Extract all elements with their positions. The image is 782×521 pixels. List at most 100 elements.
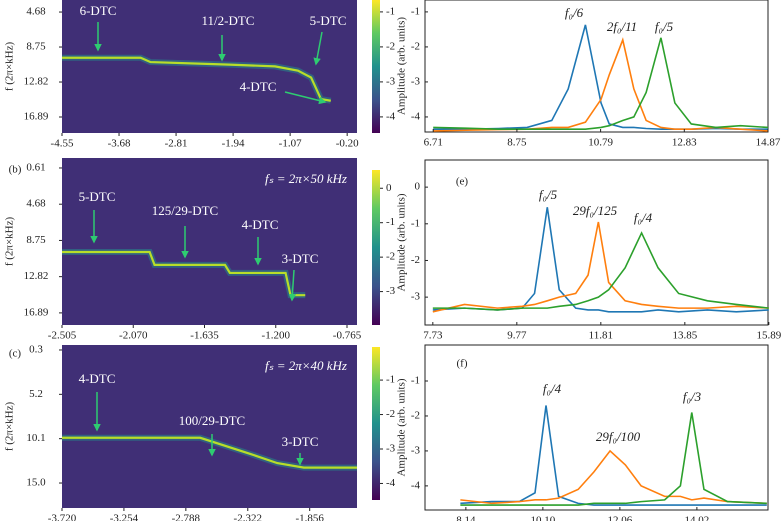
series-line xyxy=(460,412,767,506)
series-line xyxy=(460,405,767,506)
noise-band xyxy=(62,158,357,325)
annotation: 3-DTC xyxy=(282,251,319,266)
x-tick-label: -0.20 xyxy=(336,138,359,150)
x-tick-label: 14.02 xyxy=(685,515,710,521)
annotation: 4-DTC xyxy=(79,371,116,386)
annotation: 11/2-DTC xyxy=(202,13,255,28)
y-tick-label: -2 xyxy=(411,409,420,421)
x-tick-label: -3.720 xyxy=(48,513,77,521)
x-tick-label: -0.765 xyxy=(333,330,362,342)
noise-band xyxy=(62,345,357,508)
y-tick-label: -4 xyxy=(411,479,421,491)
y-tick-label: 4.68 xyxy=(26,198,46,210)
x-tick-label: -1.200 xyxy=(262,330,291,342)
annotation: f₀/4 xyxy=(543,381,562,396)
annotation: 2f₀/11 xyxy=(607,19,637,34)
x-tick-label: 8.75 xyxy=(507,137,527,149)
y-axis-label: f (2π×kHz) xyxy=(4,217,16,267)
colorbar-tick-label: -1 xyxy=(386,374,395,386)
x-tick-label: -2.070 xyxy=(119,330,148,342)
colorbar-tick-label: -2 xyxy=(386,251,395,263)
x-tick-label: -1.856 xyxy=(295,513,324,521)
annotation: f₀/5 xyxy=(539,187,558,202)
series-line xyxy=(460,449,767,505)
plot-frame xyxy=(424,344,769,511)
series-line xyxy=(432,231,769,311)
plot-frame xyxy=(424,0,769,133)
annotation-arrow xyxy=(288,269,297,302)
x-tick-label: 15.89 xyxy=(756,330,781,342)
y-tick-label: -2 xyxy=(411,254,420,266)
y-tick-label: 5.2 xyxy=(29,388,43,400)
y-tick-label: 12.82 xyxy=(24,270,49,282)
colorbar-tick-label: -4 xyxy=(386,110,396,122)
x-tick-label: -1.07 xyxy=(279,138,302,150)
annotation: 29f₀/100 xyxy=(596,429,641,444)
y-tick-label: 16.89 xyxy=(24,111,49,123)
x-tick-label: 11.81 xyxy=(589,330,613,342)
y-tick-label: -3 xyxy=(411,291,421,303)
annotation: 4-DTC xyxy=(240,79,277,94)
y-axis-label: Amplitude (arb. units) xyxy=(396,17,408,115)
x-tick-label: -4.55 xyxy=(51,138,74,150)
annotation: 6-DTC xyxy=(80,3,117,18)
x-tick-label: -2.505 xyxy=(48,330,77,342)
colorbar-tick-label: 0 xyxy=(386,182,392,194)
subtitle: fₛ = 2π×40 kHz xyxy=(265,358,347,373)
y-tick-label: 4.68 xyxy=(26,6,46,18)
y-tick-label: -4 xyxy=(411,110,421,122)
ridge xyxy=(62,56,331,102)
colorbar-tick-label: -2 xyxy=(386,408,395,420)
y-tick-label: -3 xyxy=(411,75,421,87)
y-tick-label: 0.61 xyxy=(26,162,45,174)
colorbar-tick-label: -3 xyxy=(386,75,396,87)
colorbar-tick-label: -2 xyxy=(386,40,395,52)
x-tick-label: 7.73 xyxy=(423,330,443,342)
panel-label: (e) xyxy=(456,176,469,188)
x-tick-label: 10.10 xyxy=(530,515,555,521)
series-line xyxy=(432,221,769,313)
ridge xyxy=(62,250,306,297)
x-tick-label: -2.788 xyxy=(172,513,201,521)
annotation: f₀/3 xyxy=(683,389,702,404)
x-tick-label: 10.79 xyxy=(588,137,613,149)
y-tick-label: -3 xyxy=(411,444,421,456)
y-tick-label: 8.75 xyxy=(26,41,46,53)
y-axis-label: Amplitude (arb. units) xyxy=(396,378,408,476)
x-tick-label: 6.71 xyxy=(424,137,443,149)
x-tick-label: 12.06 xyxy=(608,515,633,521)
plot-frame xyxy=(424,159,769,326)
y-axis-label: f (2π×kHz) xyxy=(4,402,16,452)
colorbar-tick-label: -1 xyxy=(386,216,395,228)
annotation: 5-DTC xyxy=(79,189,116,204)
y-tick-label: 0 xyxy=(415,181,421,193)
x-tick-label: 14.87 xyxy=(756,137,781,149)
panel-label: (f) xyxy=(457,358,468,370)
colorbar xyxy=(372,170,380,325)
series-line xyxy=(433,37,769,130)
y-tick-label: 12.82 xyxy=(24,76,49,88)
y-tick-label: 15.0 xyxy=(26,477,46,489)
y-tick-label: -1 xyxy=(411,375,420,387)
x-tick-label: -1.635 xyxy=(190,330,219,342)
panel-label: (c) xyxy=(9,348,22,360)
x-tick-label: 9.77 xyxy=(507,330,527,342)
annotation: 5-DTC xyxy=(310,13,347,28)
annotation-arrow xyxy=(284,91,327,105)
y-tick-label: 16.89 xyxy=(24,306,49,318)
subtitle: fₛ = 2π×50 kHz xyxy=(265,171,347,186)
annotation: f₀/4 xyxy=(634,210,653,225)
x-tick-label: 13.85 xyxy=(672,330,697,342)
annotation: 3-DTC xyxy=(282,434,319,449)
y-tick-label: -2 xyxy=(411,40,420,52)
annotation-arrow xyxy=(313,31,323,66)
x-tick-label: 12.83 xyxy=(672,137,697,149)
colorbar xyxy=(372,0,380,133)
colorbar-tick-label: -3 xyxy=(386,285,396,297)
annotation: f₀/6 xyxy=(565,5,584,20)
x-tick-label: -2.322 xyxy=(234,513,262,521)
x-tick-label: -2.81 xyxy=(165,138,188,150)
panel-label: (b) xyxy=(9,164,22,176)
y-tick-label: -1 xyxy=(411,5,420,17)
